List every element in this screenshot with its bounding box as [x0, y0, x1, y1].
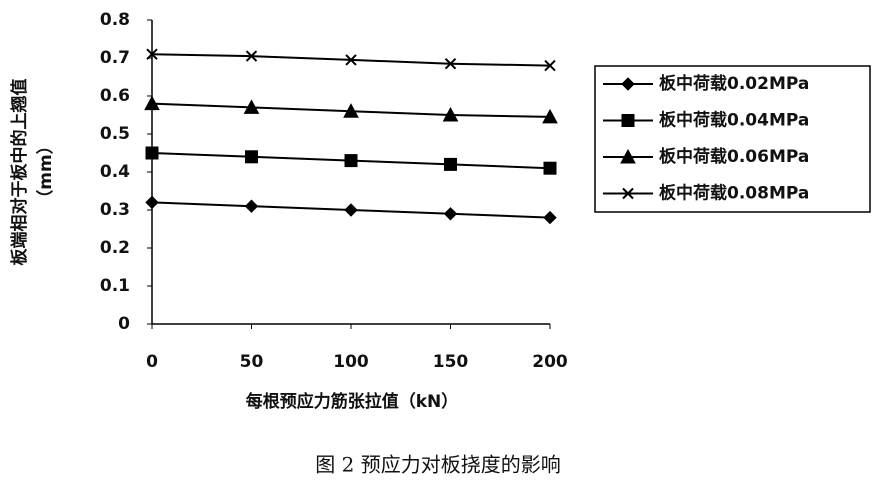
marker — [444, 157, 457, 171]
marker — [244, 199, 259, 213]
marker — [245, 50, 258, 62]
y-tick-label: 0.6 — [100, 86, 130, 106]
marker — [245, 150, 258, 164]
legend-box — [594, 65, 871, 213]
y-tick-label: 0.7 — [100, 48, 130, 68]
marker — [243, 99, 260, 114]
marker — [344, 154, 358, 168]
marker — [144, 95, 160, 111]
legend-label: 板中荷载0.06MPa — [659, 146, 809, 167]
marker — [543, 210, 557, 225]
marker — [622, 187, 634, 200]
caption: 图 2 预应力对板挠度的影响 — [315, 453, 560, 477]
x-tick-label: 0 — [146, 352, 158, 372]
x-tick-label: 200 — [532, 352, 568, 372]
y-tick-label: 0.1 — [100, 276, 130, 296]
legend-label: 板中荷载0.04MPa — [659, 110, 809, 131]
marker — [542, 108, 558, 124]
y-tick-label: 0.5 — [100, 124, 130, 144]
y-tick-label: 0.8 — [100, 10, 130, 30]
marker — [344, 203, 358, 217]
y-axis-unit: （mm） — [35, 137, 56, 206]
marker — [145, 195, 159, 210]
marker — [442, 106, 459, 122]
marker — [544, 59, 556, 72]
y-tick-label: 0.3 — [100, 200, 130, 220]
legend-label: 板中荷载0.08MPa — [659, 183, 809, 204]
marker — [345, 54, 357, 66]
legend-label: 板中荷载0.02MPa — [659, 73, 809, 94]
marker — [621, 114, 635, 127]
marker — [146, 48, 158, 60]
marker — [343, 103, 359, 118]
marker — [443, 207, 458, 221]
y-tick-label: 0.4 — [100, 162, 130, 182]
marker — [145, 146, 159, 160]
y-tick-label: 0.2 — [100, 238, 130, 258]
x-tick-label: 100 — [333, 352, 369, 372]
marker — [621, 77, 635, 91]
y-axis-label: 板端相对于板中的上翘值 — [9, 79, 30, 266]
y-tick-label: 0 — [118, 314, 130, 334]
marker — [543, 161, 557, 175]
x-axis-label: 每根预应力筋张拉值（kN） — [246, 391, 459, 412]
marker — [444, 57, 457, 70]
x-tick-label: 50 — [240, 352, 264, 372]
x-tick-label: 150 — [433, 352, 469, 372]
marker — [620, 148, 636, 164]
